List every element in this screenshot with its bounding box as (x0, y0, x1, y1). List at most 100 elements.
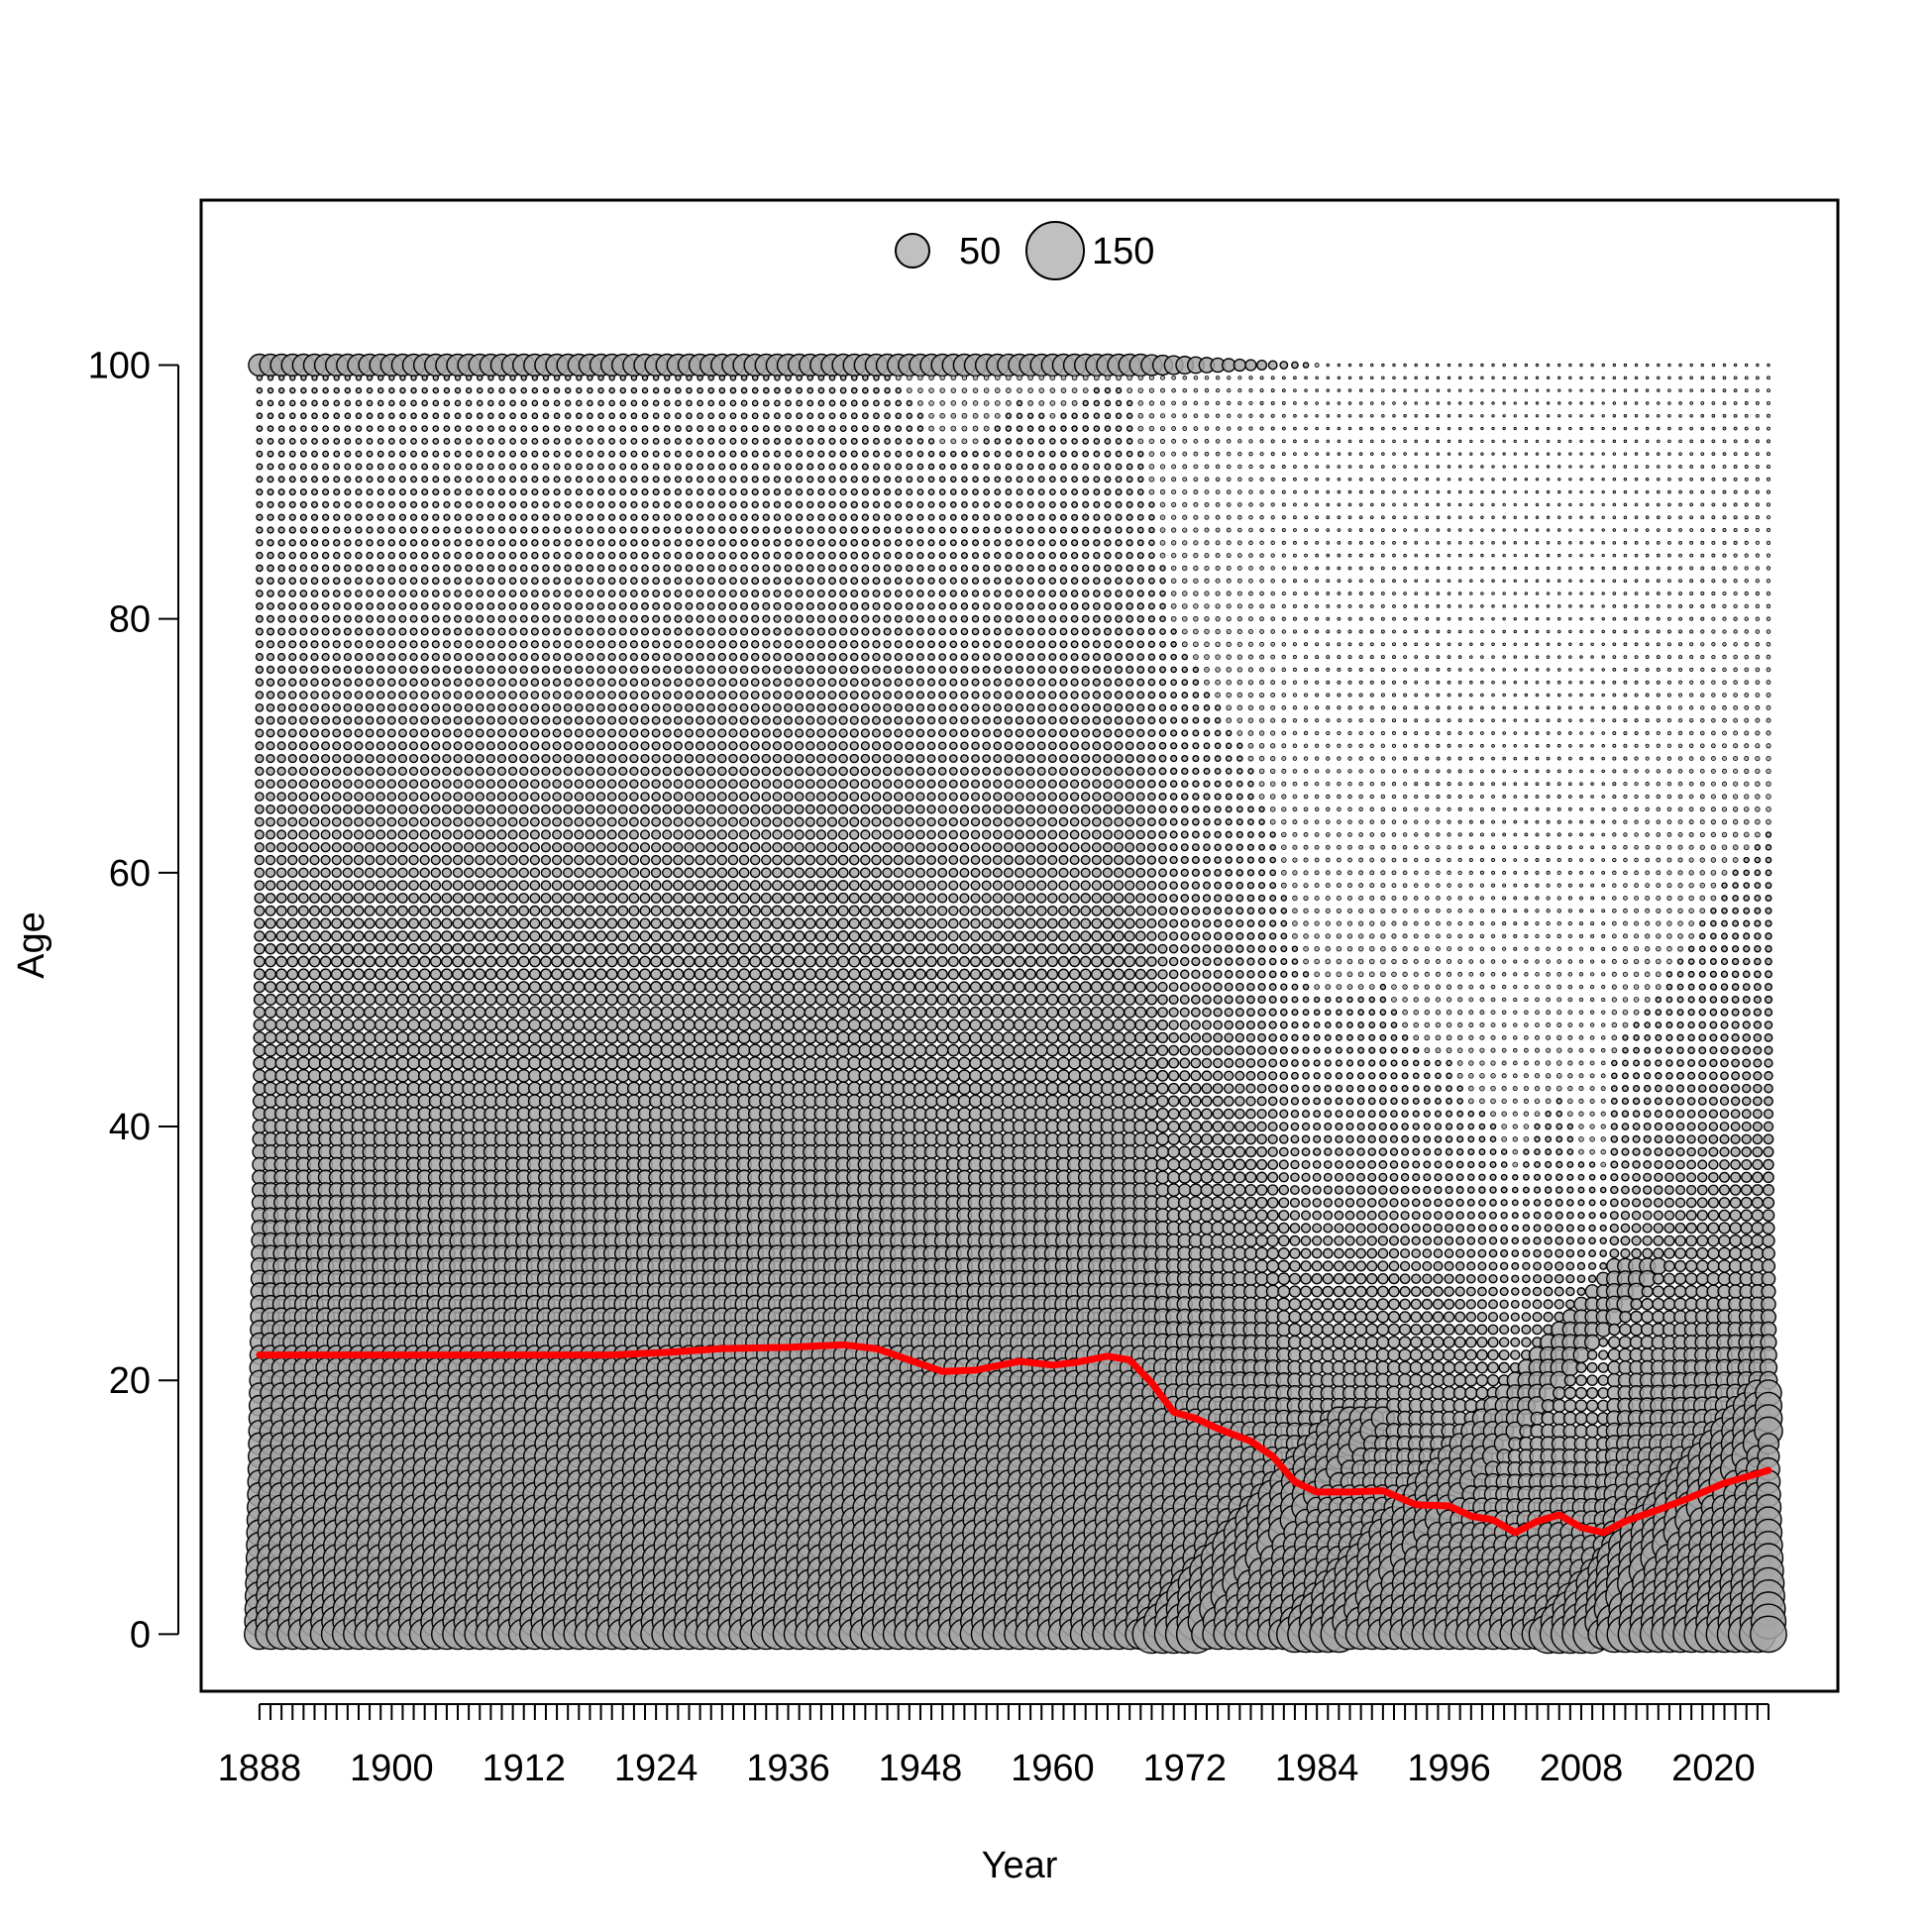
bubble-point (684, 792, 695, 802)
bubble-point (762, 463, 770, 471)
bubble-point (564, 590, 573, 597)
bubble-point (507, 893, 519, 904)
bubble-point (519, 590, 528, 597)
bubble-point (563, 816, 574, 827)
bubble-point (418, 993, 431, 1007)
bubble-point (399, 386, 406, 394)
bubble-point (762, 412, 770, 420)
bubble-point (355, 577, 363, 586)
bubble-point (354, 678, 364, 687)
bubble-point (299, 450, 307, 458)
bubble-point (453, 665, 463, 675)
bubble-point (718, 386, 726, 394)
bubble-point (342, 842, 353, 853)
bubble-point (672, 1006, 685, 1020)
bubble-point (662, 753, 672, 764)
bubble-point (651, 766, 661, 777)
bubble-point (575, 601, 584, 610)
bubble-point (529, 854, 540, 866)
bubble-point (553, 488, 561, 496)
bubble-point (464, 753, 474, 764)
bubble-point (387, 437, 395, 445)
bubble-point (641, 539, 649, 547)
bubble-point (783, 753, 794, 764)
bubble-point (737, 1030, 751, 1044)
bubble-point (531, 488, 539, 496)
bubble-point (563, 691, 573, 699)
bubble-point (355, 500, 363, 508)
bubble-point (495, 917, 508, 929)
bubble-point (553, 526, 561, 534)
bubble-point (376, 779, 385, 789)
bubble-point (586, 691, 594, 699)
bubble-point (442, 703, 452, 712)
bubble-point (552, 829, 563, 840)
bubble-point (387, 627, 396, 636)
bubble-point (606, 880, 617, 891)
bubble-point (396, 981, 409, 994)
bubble-point (320, 854, 331, 866)
bubble-point (617, 942, 629, 955)
bubble-point (530, 640, 539, 649)
bubble-point (332, 640, 341, 649)
bubble-point (451, 1056, 465, 1070)
bubble-point (595, 829, 606, 840)
bubble-point (651, 691, 661, 699)
bubble-point (605, 955, 618, 968)
bubble-point (564, 652, 573, 662)
bubble-point (286, 930, 298, 942)
bubble-point (497, 601, 506, 610)
bubble-point (564, 476, 572, 483)
bubble-point (506, 1030, 520, 1044)
bubble-point (529, 880, 541, 891)
bubble-point (794, 854, 805, 866)
bubble-point (628, 829, 639, 840)
bubble-point (476, 577, 484, 586)
bubble-point (607, 601, 616, 610)
bubble-point (684, 867, 695, 879)
bubble-point (397, 741, 407, 751)
bubble-point (420, 564, 429, 573)
bubble-point (628, 842, 639, 853)
bubble-point (576, 399, 583, 407)
bubble-point (452, 955, 464, 968)
bubble-point (333, 513, 341, 521)
bubble-point (454, 488, 462, 496)
bubble-point (520, 526, 528, 534)
bubble-point (343, 753, 353, 764)
bubble-point (715, 1043, 729, 1057)
bubble-point (662, 804, 673, 814)
bubble-point (506, 942, 519, 955)
bubble-point (606, 917, 618, 929)
bubble-point (387, 463, 395, 471)
bubble-point (266, 766, 275, 777)
bubble-point (419, 842, 430, 853)
bubble-point (508, 753, 518, 764)
bubble-point (276, 816, 287, 827)
bubble-point (473, 1043, 486, 1057)
bubble-point (762, 652, 771, 662)
bubble-point (297, 930, 310, 942)
bubble-point (751, 375, 759, 381)
bubble-point (465, 526, 473, 534)
bubble-point (640, 779, 650, 789)
bubble-point (519, 627, 528, 636)
bubble-point (374, 1006, 387, 1019)
bubble-point (333, 375, 340, 381)
bubble-point (441, 955, 453, 968)
bubble-point (476, 513, 483, 521)
bubble-point (760, 880, 772, 892)
bubble-point (784, 564, 793, 573)
bubble-point (409, 703, 418, 712)
bubble-point (772, 728, 782, 738)
bubble-point (619, 412, 627, 420)
bubble-point (386, 829, 397, 840)
bubble-point (573, 981, 586, 994)
bubble-point (739, 691, 749, 699)
bubble-point (454, 425, 462, 432)
bubble-point (253, 1006, 267, 1019)
bubble-point (627, 1019, 641, 1031)
bubble-point (353, 905, 365, 916)
bubble-point (517, 1043, 531, 1057)
bubble-point (520, 425, 528, 432)
